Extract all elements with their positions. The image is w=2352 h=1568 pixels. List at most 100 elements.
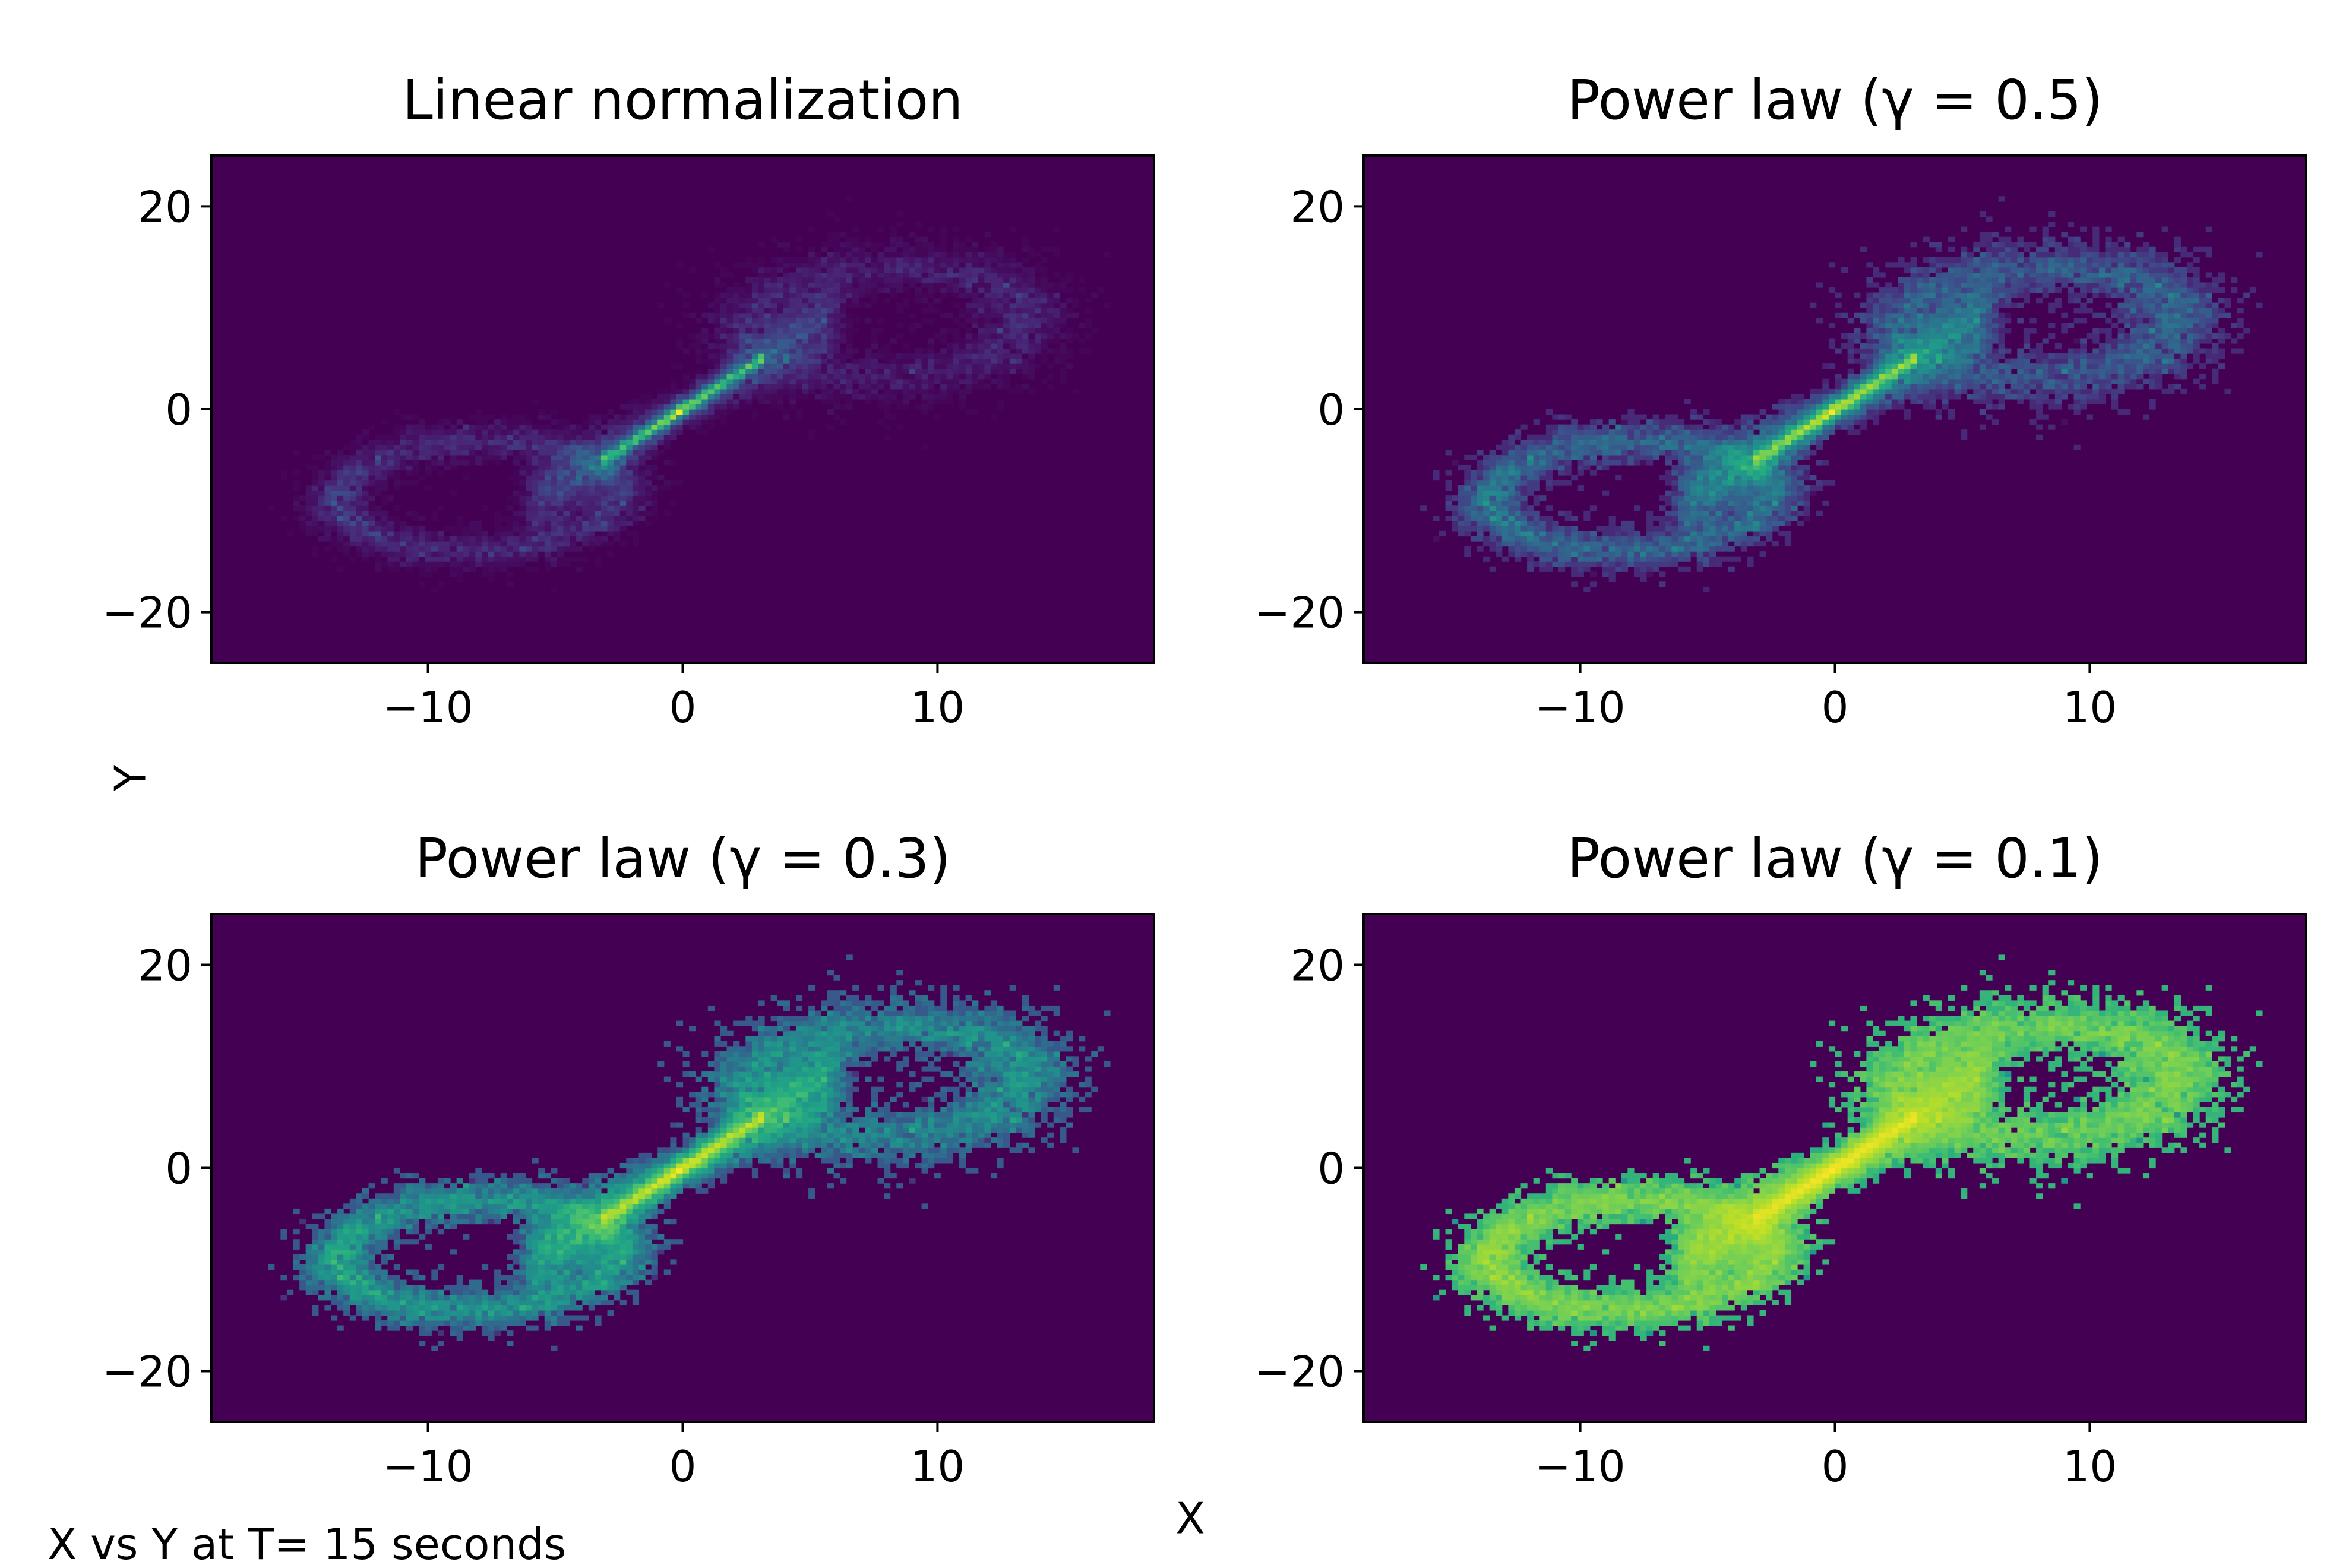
heatmap-cell — [494, 450, 501, 456]
heatmap-cell — [858, 302, 865, 308]
heatmap-cell — [1464, 546, 1471, 552]
heatmap-cell — [1477, 495, 1484, 501]
heatmap-cell — [965, 409, 972, 415]
heatmap-cell — [921, 368, 928, 374]
heatmap-cell — [1898, 348, 1905, 354]
heatmap-cell — [1003, 323, 1010, 328]
heatmap-cell — [858, 378, 865, 384]
heatmap-cell — [607, 409, 614, 415]
heatmap-cell — [1489, 536, 1496, 542]
heatmap-cell — [714, 388, 721, 394]
heatmap-cell — [538, 464, 545, 471]
heatmap-cell — [972, 242, 979, 248]
heatmap-cell — [563, 440, 570, 445]
heatmap-cell — [2149, 368, 2156, 374]
heatmap-cell — [406, 414, 413, 420]
heatmap-cell — [576, 424, 583, 430]
heatmap-cell — [984, 368, 991, 374]
heatmap-cell — [833, 378, 840, 384]
heatmap-cell — [1678, 444, 1685, 450]
heatmap-cell — [758, 338, 765, 344]
heatmap-cell — [896, 368, 903, 374]
heatmap-cell — [1009, 298, 1016, 304]
heatmap-cell — [1715, 516, 1722, 521]
heatmap-cell — [1791, 495, 1798, 501]
heatmap-cell — [921, 236, 928, 242]
heatmap-cell — [400, 464, 407, 471]
heatmap-cell — [795, 308, 803, 314]
heatmap-cell — [928, 292, 935, 298]
heatmap-cell — [293, 450, 300, 456]
heatmap-cell — [1527, 450, 1534, 456]
heatmap-cell — [614, 490, 621, 496]
heatmap-cell — [1053, 333, 1060, 339]
heatmap-cell — [1028, 363, 1035, 369]
heatmap-cell — [1085, 318, 1092, 324]
heatmap-cell — [463, 541, 470, 547]
heatmap-cell — [1891, 399, 1898, 405]
heatmap-cell — [827, 409, 834, 415]
heatmap-cell — [406, 454, 413, 460]
heatmap-cell — [833, 414, 840, 420]
heatmap-cell — [1879, 358, 1886, 364]
heatmap-cell — [902, 287, 909, 293]
heatmap-cell — [1501, 444, 1509, 450]
heatmap-cell — [946, 343, 954, 349]
heatmap-cell — [513, 440, 520, 445]
heatmap-cell — [877, 404, 884, 410]
heatmap-cell — [362, 516, 369, 521]
heatmap-cell — [1678, 551, 1685, 557]
heatmap-cell — [557, 500, 564, 506]
heatmap-cell — [1778, 404, 1785, 410]
heatmap-cell — [2168, 368, 2175, 374]
heatmap-cell — [990, 414, 998, 420]
heatmap-cell — [1470, 516, 1478, 521]
heatmap-cell — [978, 384, 985, 390]
heatmap-cell — [871, 292, 878, 298]
heatmap-cell — [356, 520, 363, 527]
heatmap-cell — [965, 287, 972, 293]
heatmap-cell — [1533, 454, 1540, 460]
heatmap-cell — [959, 262, 966, 268]
heatmap-cell — [1589, 444, 1597, 450]
heatmap-cell — [2086, 358, 2093, 364]
heatmap-cell — [1791, 409, 1798, 415]
heatmap-cell — [1028, 333, 1035, 339]
heatmap-cell — [959, 267, 966, 273]
heatmap-cell — [877, 368, 884, 374]
heatmap-cell — [1633, 571, 1641, 577]
heatmap-cell — [356, 444, 363, 450]
heatmap-cell — [614, 450, 621, 456]
heatmap-cell — [1621, 566, 1628, 572]
heatmap-cell — [1759, 429, 1766, 435]
heatmap-cell — [419, 516, 426, 521]
heatmap-cell — [764, 267, 772, 273]
heatmap-cell — [777, 302, 784, 308]
heatmap-cell — [614, 434, 621, 440]
heatmap-cell — [1722, 450, 1729, 456]
heatmap-cell — [507, 516, 514, 521]
heatmap-cell — [1483, 520, 1490, 527]
heatmap-cell — [1583, 434, 1591, 440]
heatmap-cell — [595, 470, 602, 476]
heatmap-cell — [1935, 363, 1942, 369]
heatmap-cell — [846, 298, 853, 304]
heatmap-cell — [2117, 388, 2125, 394]
heatmap-cell — [915, 252, 922, 258]
heatmap-cell — [814, 348, 821, 354]
heatmap-cell — [689, 414, 696, 420]
heatmap-cell — [789, 312, 796, 318]
heatmap-cell — [1885, 384, 1892, 390]
heatmap-cell — [513, 460, 520, 466]
heatmap-cell — [789, 292, 796, 298]
heatmap-cell — [1520, 541, 1528, 547]
heatmap-cell — [1671, 561, 1678, 567]
heatmap-cell — [2142, 378, 2150, 384]
heatmap-cell — [896, 308, 903, 314]
heatmap-cell — [488, 546, 495, 552]
heatmap-cell — [651, 404, 658, 410]
heatmap-cell — [764, 394, 772, 400]
heatmap-cell — [965, 262, 972, 268]
heatmap-cell — [1464, 495, 1471, 501]
heatmap-cell — [1879, 353, 1886, 359]
